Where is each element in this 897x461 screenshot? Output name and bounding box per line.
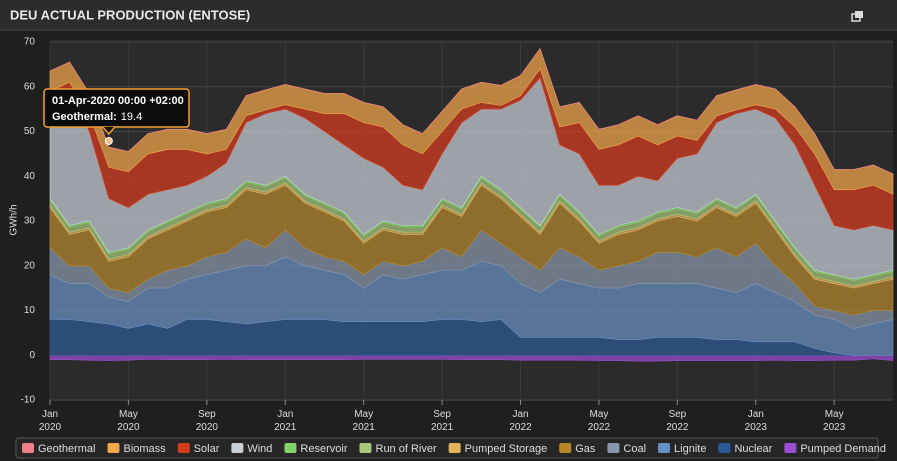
y-tick-label: 40 xyxy=(24,171,36,182)
legend-swatch xyxy=(22,443,34,453)
y-tick-label: 20 xyxy=(24,260,36,271)
legend-swatch xyxy=(359,443,372,453)
tooltip-pointer xyxy=(102,126,116,136)
y-tick-label: 10 xyxy=(24,305,36,316)
x-tick-label: Sep 2021 xyxy=(431,409,454,433)
legend-swatch xyxy=(177,443,190,453)
hover-marker xyxy=(104,137,113,145)
icon-part[interactable] xyxy=(855,11,863,18)
tooltip-date: 01-Apr-2020 00:00 +02:00 xyxy=(52,95,184,107)
tooltip-box xyxy=(43,88,190,128)
legend-swatch xyxy=(718,443,731,453)
legend-swatch xyxy=(448,443,461,453)
legend-label: Gas xyxy=(575,443,596,455)
header-title: DEU ACTUAL PRODUCTION (ENTOSE) xyxy=(10,7,250,22)
legend-label: Wind xyxy=(247,443,272,455)
legend-label: Nuclear xyxy=(734,443,772,455)
legend-label: Lignite xyxy=(674,443,706,455)
y-tick-label: 70 xyxy=(24,37,36,48)
legend-swatch xyxy=(607,443,620,453)
legend-label: Pumped Storage xyxy=(465,443,548,455)
legend-label: Geothermal xyxy=(38,443,95,455)
x-tick-label: Jan 2020 xyxy=(39,409,62,433)
legend-label: Run of River xyxy=(376,443,437,455)
y-tick-label: 30 xyxy=(24,216,36,227)
y-axis-title: GWh/h xyxy=(9,204,20,235)
x-tick-label: May 2020 xyxy=(117,409,140,433)
y-tick-label: 0 xyxy=(29,350,35,361)
x-tick-label: Jan 2023 xyxy=(745,409,768,433)
popout-icon[interactable] xyxy=(851,11,863,22)
x-tick-label: Jan 2022 xyxy=(509,409,532,433)
tooltip-series: Geothermal: xyxy=(52,111,117,123)
header-bar xyxy=(0,0,897,30)
x-tick-label: Jan 2021 xyxy=(274,409,297,433)
legend-swatch xyxy=(107,443,120,453)
x-tick-label: May 2022 xyxy=(588,409,611,433)
x-tick-label: Sep 2022 xyxy=(666,409,689,433)
legend-label: Pumped Demand xyxy=(800,443,886,455)
legend-label: Biomass xyxy=(123,443,166,455)
legend-swatch xyxy=(231,443,244,453)
y-tick-label: -10 xyxy=(21,395,36,406)
legend-swatch xyxy=(658,443,671,453)
legend-label: Solar xyxy=(194,443,220,455)
legend-swatch xyxy=(284,443,297,453)
x-tick-label: Sep 2020 xyxy=(196,409,219,433)
x-tick-label: May 2021 xyxy=(353,409,376,433)
y-tick-label: 60 xyxy=(24,81,36,92)
x-tick-label: May 2023 xyxy=(823,409,846,433)
area xyxy=(49,47,894,175)
legend-swatch xyxy=(784,443,797,453)
tooltip-value: 19.4 xyxy=(121,111,142,123)
legend-swatch xyxy=(559,443,572,453)
legend-label: Coal xyxy=(623,443,646,455)
legend-label: Reservoir xyxy=(300,443,347,455)
y-tick-label: 50 xyxy=(24,126,36,137)
